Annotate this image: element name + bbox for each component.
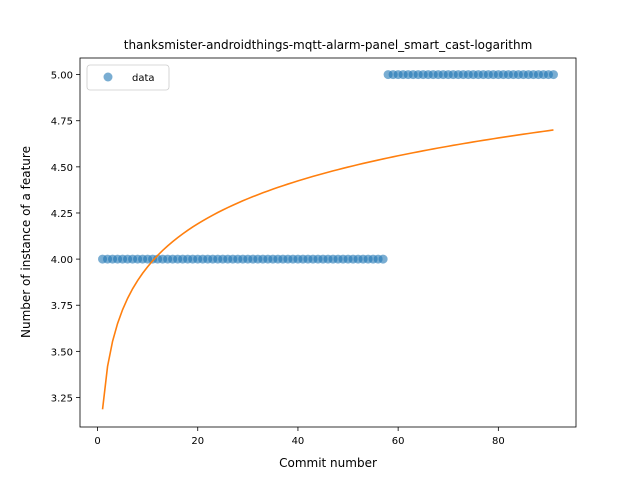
plot-area (98, 70, 558, 410)
y-tick-label: 4.25 (51, 209, 73, 220)
y-tick-label: 5.00 (51, 71, 73, 82)
y-tick-label: 4.75 (51, 117, 73, 128)
y-tick-label: 4.50 (51, 163, 73, 174)
legend-marker-data (103, 72, 113, 82)
x-axis: 0 20 40 60 80 (94, 427, 505, 447)
data-point (548, 70, 558, 80)
x-tick-label: 80 (492, 436, 505, 447)
x-axis-label: Commit number (279, 456, 377, 470)
y-tick-label: 4.00 (51, 255, 73, 266)
y-tick-label: 3.75 (51, 301, 73, 312)
fit-line (101, 129, 554, 410)
legend-box (86, 64, 170, 91)
data-point (378, 254, 388, 264)
legend-label-data: data (132, 73, 155, 84)
x-tick-label: 60 (392, 436, 405, 447)
y-axis-label: Number of instance of a feature (19, 146, 33, 338)
x-tick-label: 0 (94, 436, 100, 447)
y-axis: 3.25 3.50 3.75 4.00 4.25 4.50 4.75 5.00 (51, 71, 80, 404)
chart-title: thanksmister-androidthings-mqtt-alarm-pa… (124, 38, 533, 52)
y-tick-label: 3.50 (51, 347, 73, 358)
plot-frame (79, 57, 577, 428)
x-tick-label: 40 (292, 436, 305, 447)
x-tick-label: 20 (191, 436, 204, 447)
legend: data (86, 64, 170, 91)
y-tick-label: 3.25 (51, 393, 73, 404)
